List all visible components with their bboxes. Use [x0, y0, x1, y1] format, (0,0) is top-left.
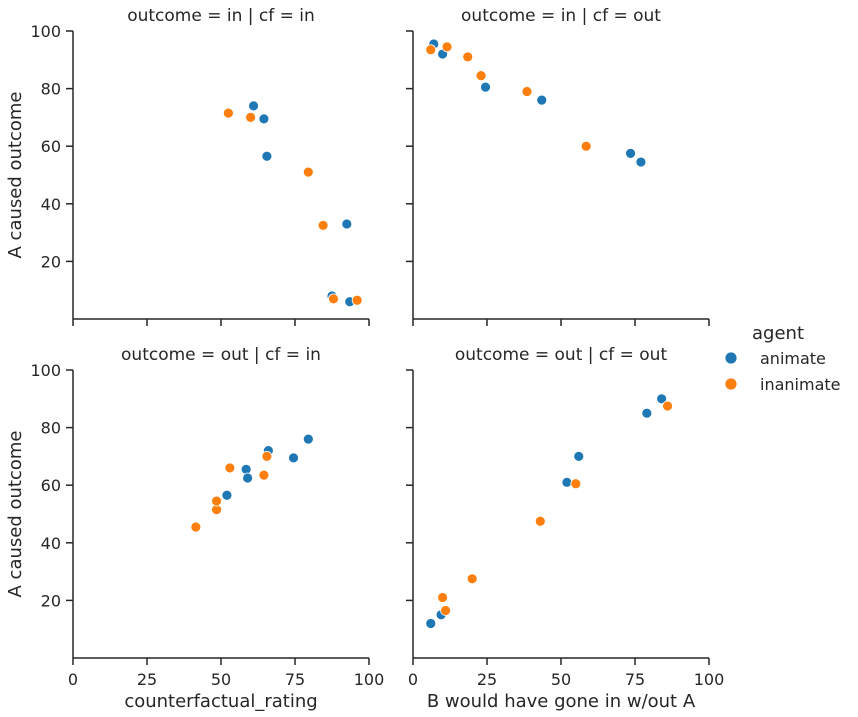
- point-animate: [258, 113, 270, 125]
- point-inanimate: [261, 451, 273, 462]
- legend-label-inanimate: inanimate: [760, 375, 840, 394]
- y-tick-label: 20: [41, 252, 61, 271]
- x-tick-label: 75: [625, 670, 645, 689]
- y-tick-label: 80: [41, 419, 61, 438]
- point-inanimate: [534, 515, 546, 527]
- legend-marker-inanimate: [724, 377, 738, 391]
- point-animate: [425, 618, 437, 629]
- panel-outcome-out-cf-in: outcome = out | cf = in 20 40 60 80 100 0 25 50…: [30, 345, 384, 689]
- point-inanimate: [222, 107, 234, 119]
- legend-label-animate: animate: [760, 349, 826, 368]
- point-inanimate: [317, 219, 329, 231]
- point-animate: [635, 156, 647, 168]
- panel-outcome-in-cf-out: outcome = in | cf = out: [406, 6, 710, 326]
- point-animate: [248, 100, 259, 112]
- legend: agent animate inanimate: [724, 323, 840, 394]
- point-inanimate: [258, 469, 270, 481]
- point-inanimate: [521, 86, 533, 97]
- point-animate: [242, 472, 254, 484]
- point-inanimate: [302, 166, 314, 178]
- point-animate: [573, 451, 585, 462]
- point-animate: [656, 393, 668, 405]
- point-animate: [625, 148, 636, 159]
- point-inanimate: [190, 521, 202, 533]
- y-tick-label: 40: [41, 195, 61, 214]
- y-tick-label: 80: [41, 80, 61, 99]
- point-inanimate: [440, 605, 451, 616]
- point-inanimate: [224, 462, 236, 474]
- x-tick-label: 25: [137, 670, 157, 689]
- panel-title: outcome = out | cf = in: [121, 345, 321, 365]
- point-animate: [341, 218, 353, 230]
- panel-title: outcome = in | cf = in: [127, 6, 315, 26]
- x-tick-label: 75: [285, 670, 305, 689]
- point-inanimate: [466, 573, 478, 585]
- point-inanimate: [211, 495, 222, 507]
- point-inanimate: [462, 51, 474, 63]
- legend-title: agent: [752, 323, 804, 344]
- point-inanimate: [328, 293, 339, 305]
- point-inanimate: [425, 44, 437, 56]
- panel-outcome-out-cf-out: outcome = out | cf = out 0 25 50 75 100: [406, 345, 724, 689]
- point-animate: [536, 94, 548, 106]
- point-inanimate: [441, 41, 453, 53]
- point-animate: [288, 452, 299, 464]
- x-tick-label: 50: [551, 670, 571, 689]
- point-animate: [480, 81, 491, 93]
- point-inanimate: [662, 400, 673, 412]
- point-animate: [261, 150, 273, 162]
- point-animate: [221, 489, 233, 501]
- x-tick-label: 0: [408, 670, 418, 689]
- y-axis-label-top: A caused outcome: [5, 92, 26, 259]
- y-tick-label: 60: [41, 137, 61, 156]
- y-axis-label-bottom: A caused outcome: [5, 431, 26, 598]
- x-tick-label: 100: [354, 670, 385, 689]
- point-animate: [561, 476, 573, 488]
- point-inanimate: [475, 70, 487, 82]
- point-inanimate: [437, 592, 449, 603]
- x-tick-label: 50: [211, 670, 231, 689]
- panel-outcome-in-cf-in: outcome = in | cf = in 20 40 60 80 100: [30, 6, 370, 326]
- x-tick-label: 0: [68, 670, 78, 689]
- point-animate: [302, 433, 314, 445]
- x-tick-label: 25: [477, 670, 497, 689]
- y-tick-label: 40: [41, 534, 61, 553]
- legend-marker-animate: [724, 351, 738, 365]
- y-tick-label: 100: [30, 22, 61, 41]
- point-animate: [641, 407, 653, 419]
- x-tick-label: 100: [694, 670, 725, 689]
- point-inanimate: [351, 294, 363, 306]
- x-axis-label-right: B would have gone in w/out A: [427, 691, 696, 712]
- panel-title: outcome = in | cf = out: [461, 6, 661, 26]
- panel-title: outcome = out | cf = out: [455, 345, 668, 365]
- x-axis-label-left: counterfactual_rating: [124, 691, 317, 712]
- y-tick-label: 20: [41, 591, 61, 610]
- point-inanimate: [570, 478, 582, 490]
- point-inanimate: [245, 112, 257, 123]
- y-tick-label: 100: [30, 361, 61, 380]
- point-inanimate: [580, 140, 592, 152]
- y-tick-label: 60: [41, 476, 61, 495]
